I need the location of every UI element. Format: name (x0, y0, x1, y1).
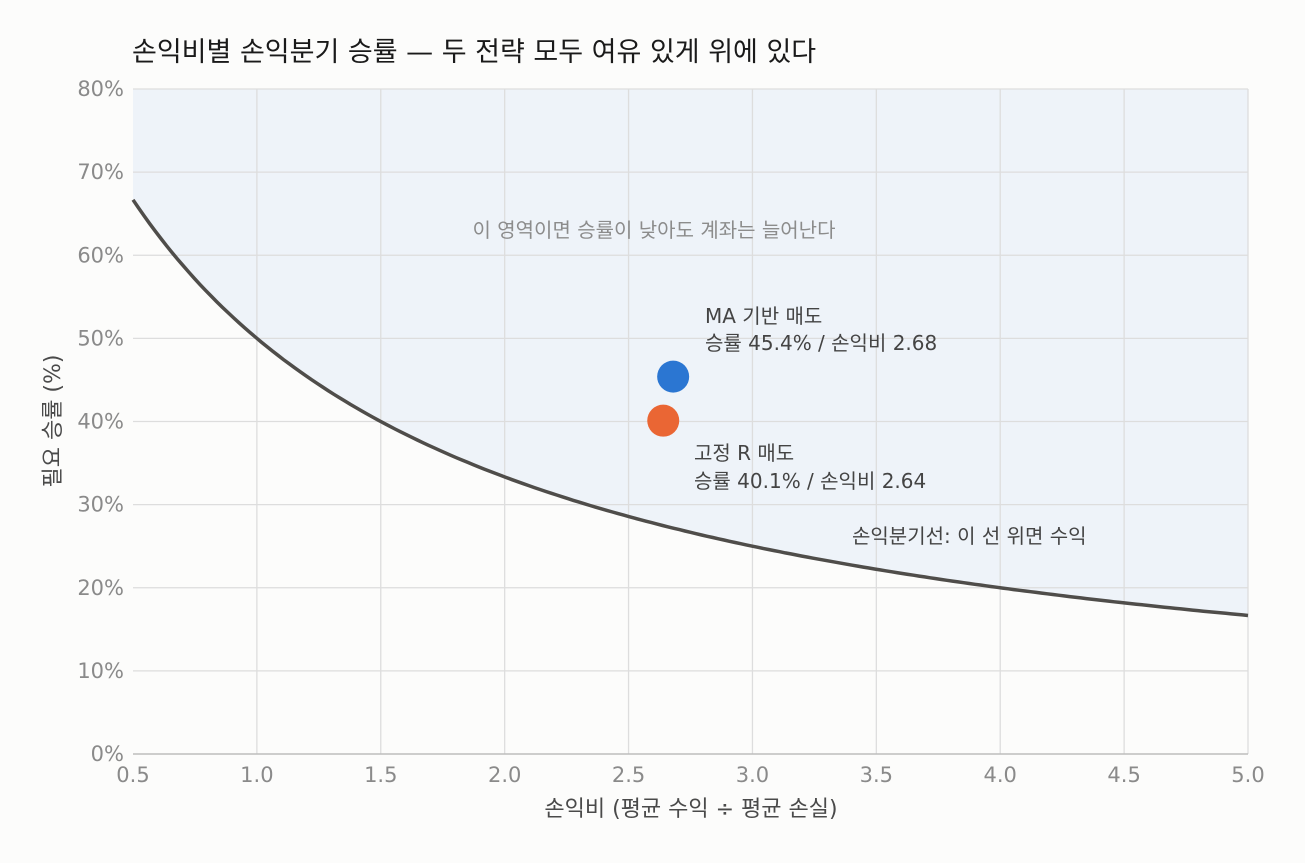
plot-area (131, 88, 1249, 755)
x-tick-label: 5.0 (1231, 763, 1264, 787)
x-tick-label: 2.0 (488, 763, 521, 787)
breakeven-curve (131, 198, 1249, 618)
x-tick-label: 0.5 (116, 763, 149, 787)
y-axis-label: 필요 승률 (%) (41, 354, 66, 487)
point-fixed-r-sell (647, 404, 680, 437)
x-axis-label: 손익비 (평균 수익 ÷ 평균 손실) (544, 797, 837, 822)
y-tick-label: 0% (91, 742, 124, 766)
annotation-ma-stats: 승률 45.4% / 손익비 2.68 (705, 331, 937, 355)
point-ma-sell (657, 360, 690, 393)
y-tick-label: 70% (77, 160, 124, 184)
x-tick-label: 3.5 (860, 763, 893, 787)
x-tick-label: 4.5 (1107, 763, 1140, 787)
y-axis-ticks: 0% 10% 20% 30% 40% 50% 60% 70% 80% (77, 77, 124, 766)
region-label: 이 영역이면 승률이 낮아도 계좌는 늘어난다 (473, 218, 836, 242)
data-points (647, 360, 690, 437)
x-tick-label: 1.5 (364, 763, 397, 787)
annotation-fixed-stats: 승률 40.1% / 손익비 2.64 (694, 469, 926, 493)
curve-label: 손익분기선: 이 선 위면 수익 (852, 524, 1087, 548)
y-tick-label: 40% (77, 410, 124, 434)
grid-lines (133, 88, 1249, 754)
x-tick-label: 2.5 (612, 763, 645, 787)
annotation-ma-title: MA 기반 매도 (705, 304, 822, 328)
profitable-region (133, 89, 1248, 616)
y-tick-label: 20% (77, 576, 124, 600)
y-tick-label: 50% (77, 326, 124, 350)
x-tick-label: 4.0 (984, 763, 1017, 787)
y-tick-label: 10% (77, 659, 124, 683)
chart-title: 손익비별 손익분기 승률 — 두 전략 모두 여유 있게 위에 있다 (132, 37, 816, 68)
x-tick-label: 1.0 (240, 763, 273, 787)
annotation-ma-sell: MA 기반 매도 승률 45.4% / 손익비 2.68 (705, 304, 937, 355)
y-tick-label: 30% (77, 493, 124, 517)
annotation-fixed-title: 고정 R 매도 (694, 441, 794, 465)
annotation-fixed-r-sell: 고정 R 매도 승률 40.1% / 손익비 2.64 (694, 441, 926, 493)
y-tick-label: 60% (77, 243, 124, 267)
x-axis-ticks: 0.5 1.0 1.5 2.0 2.5 3.0 3.5 4.0 4.5 5.0 (116, 763, 1264, 787)
y-tick-label: 80% (77, 77, 124, 101)
x-tick-label: 3.0 (736, 763, 769, 787)
